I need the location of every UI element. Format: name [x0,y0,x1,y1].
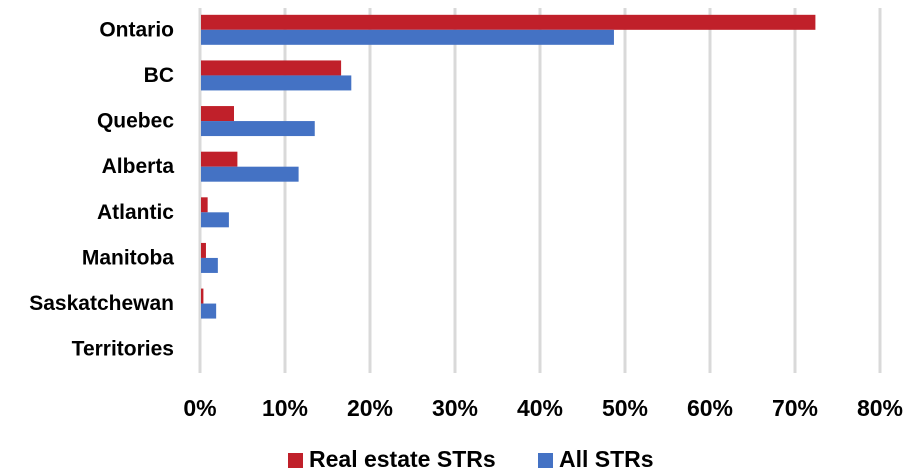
bar [200,121,315,137]
x-tick-label: 40% [517,395,563,421]
bar [200,212,229,228]
legend-swatch [288,453,303,468]
x-tick-label: 80% [857,395,903,421]
x-tick-label: 70% [772,395,818,421]
bar [200,75,352,91]
y-tick-label: BC [144,64,174,87]
legend-label: Real estate STRs [309,446,496,472]
bar [200,60,342,76]
y-tick-label: Ontario [99,18,174,41]
y-tick-label: Alberta [102,155,175,178]
bar [200,257,218,273]
bar [200,242,206,258]
bar [200,166,299,182]
y-tick-label: Quebec [97,110,174,133]
y-tick-label: Territories [72,338,174,361]
bar [200,288,204,304]
x-tick-label: 0% [183,395,216,421]
y-tick-label: Manitoba [82,246,174,269]
x-tick-label: 10% [262,395,308,421]
bar [200,106,234,122]
x-tick-label: 30% [432,395,478,421]
bar [200,303,217,319]
x-tick-label: 50% [602,395,648,421]
legend-label: All STRs [559,446,654,472]
legend-swatch [538,453,553,468]
x-tick-label: 20% [347,395,393,421]
bar [200,151,238,167]
bar [200,14,816,30]
y-tick-label: Atlantic [97,201,174,224]
y-tick-label: Saskatchewan [29,292,174,315]
bar [200,29,614,45]
x-tick-label: 60% [687,395,733,421]
bar [200,197,208,213]
